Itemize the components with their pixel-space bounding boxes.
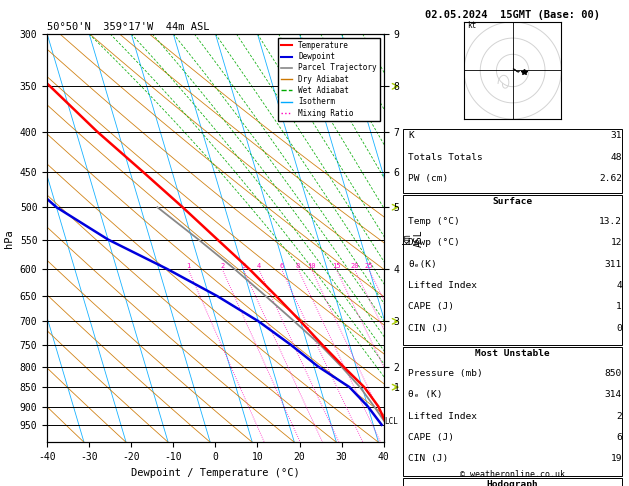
FancyBboxPatch shape xyxy=(403,129,622,193)
Text: 13.2: 13.2 xyxy=(599,217,622,226)
X-axis label: Dewpoint / Temperature (°C): Dewpoint / Temperature (°C) xyxy=(131,468,300,478)
Text: Most Unstable: Most Unstable xyxy=(476,349,550,358)
FancyBboxPatch shape xyxy=(403,195,622,345)
Text: K: K xyxy=(408,131,414,140)
Text: 850: 850 xyxy=(604,369,622,378)
Text: 2.62: 2.62 xyxy=(599,174,622,183)
Text: CIN (J): CIN (J) xyxy=(408,454,448,464)
Legend: Temperature, Dewpoint, Parcel Trajectory, Dry Adiabat, Wet Adiabat, Isotherm, Mi: Temperature, Dewpoint, Parcel Trajectory… xyxy=(277,38,380,121)
Text: Dewp (°C): Dewp (°C) xyxy=(408,238,460,247)
Text: 1: 1 xyxy=(186,263,190,269)
Text: 6: 6 xyxy=(616,433,622,442)
Text: 25: 25 xyxy=(364,263,373,269)
Text: CIN (J): CIN (J) xyxy=(408,324,448,333)
Text: Totals Totals: Totals Totals xyxy=(408,153,482,162)
Text: 0: 0 xyxy=(616,324,622,333)
Text: 20: 20 xyxy=(350,263,359,269)
Text: CAPE (J): CAPE (J) xyxy=(408,302,454,312)
Text: © weatheronline.co.uk: © weatheronline.co.uk xyxy=(460,469,565,479)
Text: Pressure (mb): Pressure (mb) xyxy=(408,369,482,378)
Text: 314: 314 xyxy=(604,390,622,399)
Text: θₑ (K): θₑ (K) xyxy=(408,390,442,399)
Text: 1: 1 xyxy=(616,302,622,312)
FancyBboxPatch shape xyxy=(403,478,622,486)
Y-axis label: km
ASL: km ASL xyxy=(402,229,424,247)
Text: 3: 3 xyxy=(241,263,245,269)
Text: 4: 4 xyxy=(257,263,261,269)
FancyBboxPatch shape xyxy=(403,347,622,476)
Text: Surface: Surface xyxy=(493,197,533,206)
Y-axis label: hPa: hPa xyxy=(4,229,14,247)
Text: 15: 15 xyxy=(332,263,340,269)
Text: 4: 4 xyxy=(616,281,622,290)
Text: 50°50'N  359°17'W  44m ASL: 50°50'N 359°17'W 44m ASL xyxy=(47,22,209,32)
Text: 48: 48 xyxy=(611,153,622,162)
Text: PW (cm): PW (cm) xyxy=(408,174,448,183)
Text: 12: 12 xyxy=(611,238,622,247)
Text: 31: 31 xyxy=(611,131,622,140)
Text: θₑ(K): θₑ(K) xyxy=(408,260,437,269)
Text: 6: 6 xyxy=(279,263,284,269)
Text: Lifted Index: Lifted Index xyxy=(408,281,477,290)
Text: 311: 311 xyxy=(604,260,622,269)
Text: LCL: LCL xyxy=(384,417,398,426)
Text: CAPE (J): CAPE (J) xyxy=(408,433,454,442)
Text: 02.05.2024  15GMT (Base: 00): 02.05.2024 15GMT (Base: 00) xyxy=(425,10,600,20)
Text: Lifted Index: Lifted Index xyxy=(408,412,477,421)
Text: Hodograph: Hodograph xyxy=(487,480,538,486)
Text: 8: 8 xyxy=(296,263,300,269)
Text: 2: 2 xyxy=(616,412,622,421)
Text: 10: 10 xyxy=(307,263,316,269)
Text: 2: 2 xyxy=(220,263,225,269)
Text: Temp (°C): Temp (°C) xyxy=(408,217,460,226)
Text: 19: 19 xyxy=(611,454,622,464)
